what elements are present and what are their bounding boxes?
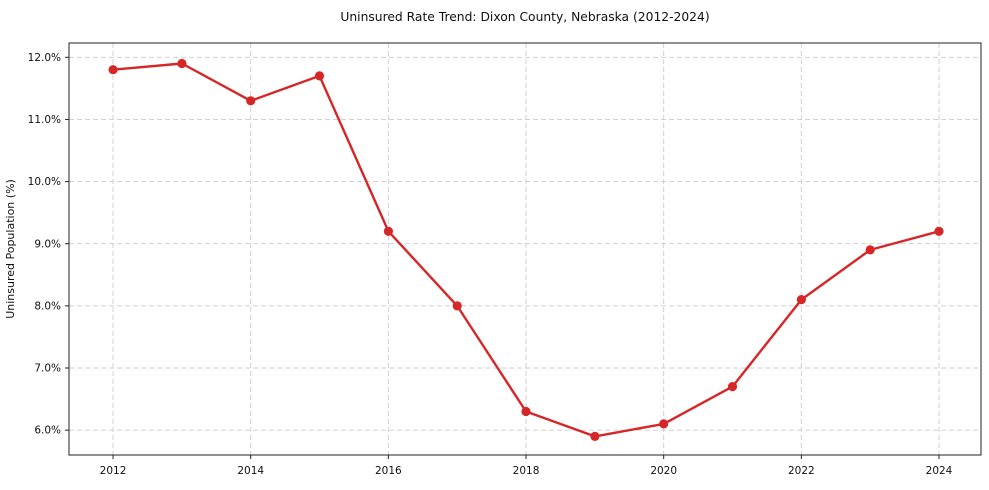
tick-layer: 6.0% 7.0% 8.0% 9.0% 10.0% 11.0% 12.0% 2012 2014 2… [28, 52, 953, 477]
y-axis-label: Uninsured Population (%) [4, 179, 17, 319]
series-layer [108, 58, 944, 441]
data-point [314, 71, 325, 81]
data-point [383, 226, 393, 236]
data-point [590, 431, 600, 441]
y-tick-label: 6.0% [34, 425, 61, 437]
x-tick-label: 2020 [650, 465, 677, 477]
y-tick-label: 11.0% [28, 114, 61, 126]
x-tick-label: 2012 [100, 465, 127, 477]
y-tick-label: 10.0% [28, 176, 61, 188]
data-point [452, 301, 462, 311]
data-point [727, 382, 738, 392]
grid-layer [69, 43, 981, 455]
data-point [796, 295, 807, 305]
y-tick-label: 7.0% [34, 363, 61, 375]
x-tick-label: 2014 [237, 465, 264, 477]
chart-title: Uninsured Rate Trend: Dixon County, Nebr… [340, 10, 709, 24]
x-tick-label: 2016 [375, 465, 402, 477]
data-point [108, 65, 118, 75]
y-tick-label: 12.0% [28, 52, 61, 64]
x-tick-label: 2018 [513, 465, 540, 477]
data-point [246, 96, 256, 106]
y-tick-label: 9.0% [34, 238, 61, 250]
data-point [177, 58, 187, 69]
y-tick-label: 8.0% [34, 300, 61, 312]
data-point [934, 226, 944, 236]
x-tick-label: 2024 [926, 465, 953, 477]
plot-border [68, 42, 982, 456]
data-point [865, 245, 875, 255]
data-point [659, 419, 669, 429]
x-tick-label: 2022 [788, 465, 815, 477]
data-point [521, 406, 531, 417]
